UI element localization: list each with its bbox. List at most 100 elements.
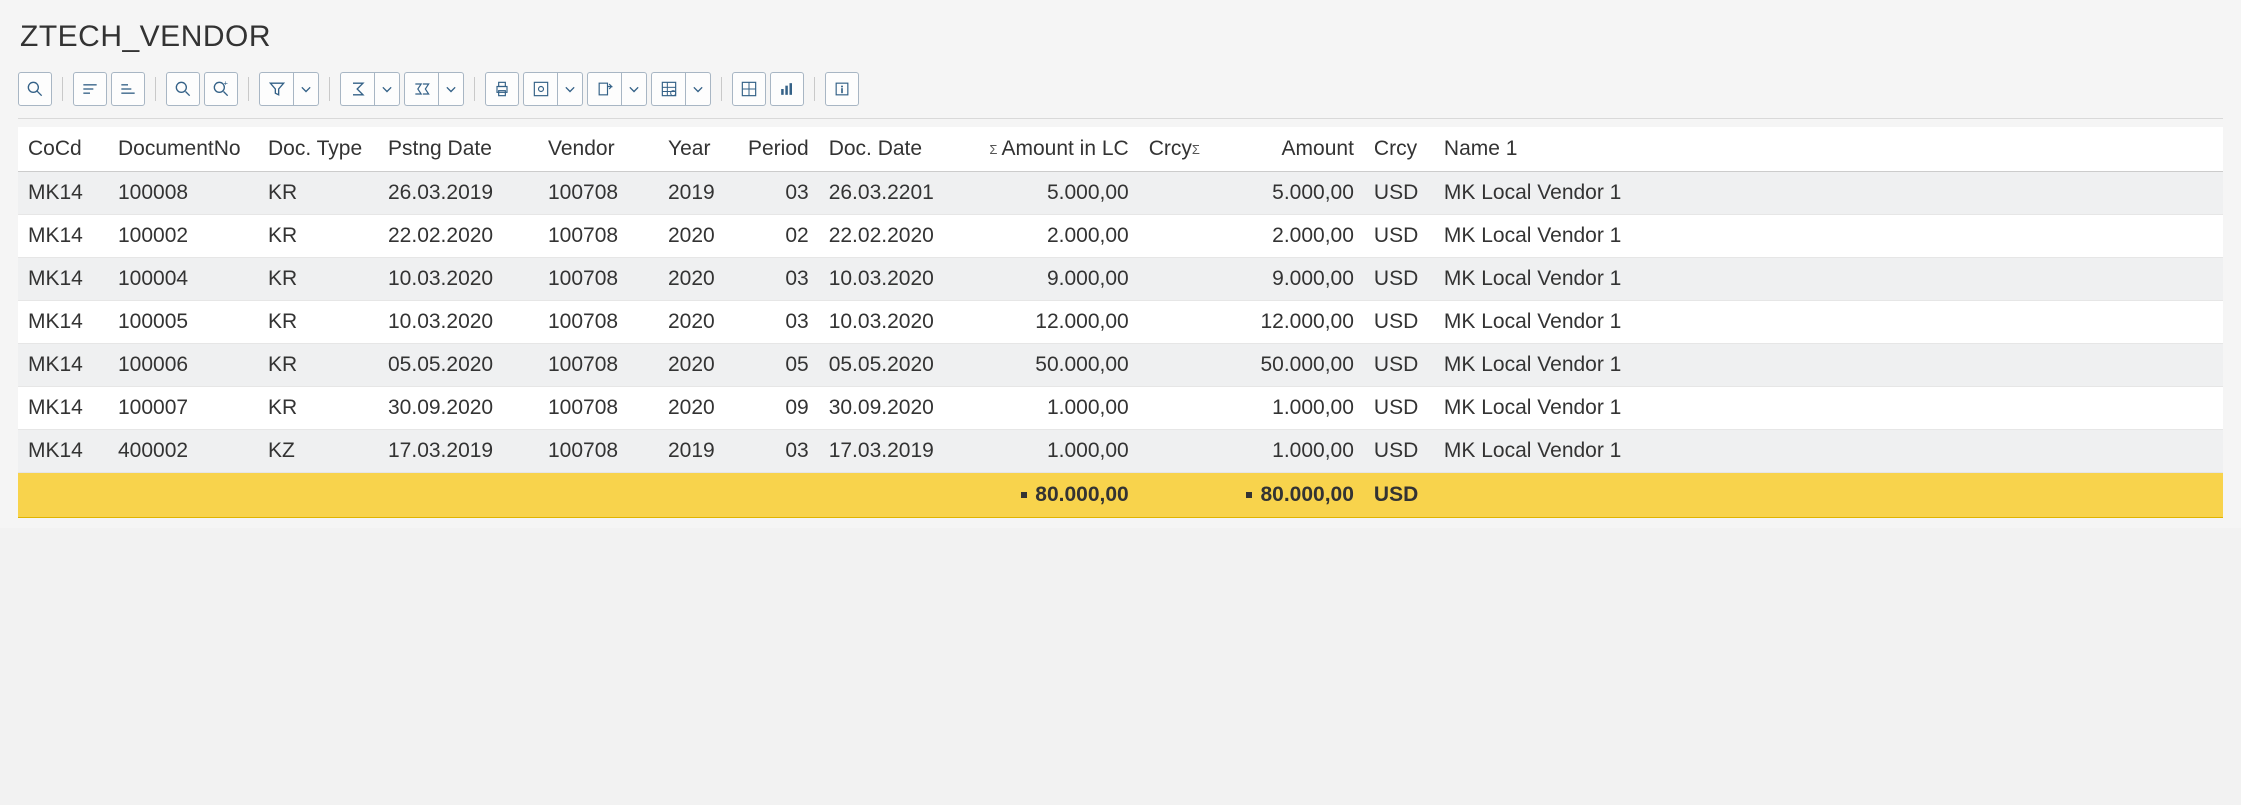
cell-crcy2: USD <box>1364 344 1434 387</box>
total-cell-doctype <box>258 473 378 518</box>
table-row[interactable]: MK14400002KZ17.03.201910070820190317.03.… <box>18 430 2223 473</box>
table-row[interactable]: MK14100008KR26.03.201910070820190326.03.… <box>18 172 2223 215</box>
layout-icon <box>659 79 679 99</box>
cell-period: 03 <box>738 258 819 301</box>
column-header-docdate[interactable]: Doc. Date <box>819 127 969 172</box>
column-header-year[interactable]: Year <box>658 127 738 172</box>
table-row[interactable]: MK14100004KR10.03.202010070820200310.03.… <box>18 258 2223 301</box>
column-header-period[interactable]: Period <box>738 127 819 172</box>
chevron-down-icon <box>560 79 580 99</box>
cell-year: 2020 <box>658 258 738 301</box>
chevron-down-icon <box>688 79 708 99</box>
column-header-pstng[interactable]: Pstng Date <box>378 127 538 172</box>
table-row[interactable]: MK14100006KR05.05.202010070820200505.05.… <box>18 344 2223 387</box>
total-dropdown-button[interactable] <box>374 72 400 106</box>
cell-crcy2: USD <box>1364 430 1434 473</box>
cell-pstng: 22.02.2020 <box>378 215 538 258</box>
cell-pstng: 05.05.2020 <box>378 344 538 387</box>
export-dropdown-button[interactable] <box>621 72 647 106</box>
change-layout-button[interactable] <box>732 72 766 106</box>
cell-crcy1 <box>1139 258 1214 301</box>
views-button[interactable] <box>523 72 557 106</box>
total-button[interactable] <box>340 72 374 106</box>
export-button[interactable] <box>587 72 621 106</box>
cell-docdate: 10.03.2020 <box>819 301 969 344</box>
cell-period: 02 <box>738 215 819 258</box>
subtotal-button[interactable] <box>404 72 438 106</box>
total-cell-year <box>658 473 738 518</box>
chevron-down-icon <box>441 79 461 99</box>
column-header-amt[interactable]: Amount <box>1214 127 1364 172</box>
total-cell-amt: 80.000,00 <box>1214 473 1364 518</box>
page-title: ZTECH_VENDOR <box>20 20 2223 54</box>
cell-docdate: 22.02.2020 <box>819 215 969 258</box>
cell-docno: 100004 <box>108 258 258 301</box>
cell-docno: 100005 <box>108 301 258 344</box>
filter-dropdown-button[interactable] <box>293 72 319 106</box>
column-header-amtlc[interactable]: ΣAmount in LC <box>969 127 1139 172</box>
cell-amtlc: 9.000,00 <box>969 258 1139 301</box>
total-cell-pstng <box>378 473 538 518</box>
toolbar-separator <box>721 77 722 101</box>
cell-pstng: 10.03.2020 <box>378 258 538 301</box>
total-cell-docdate <box>819 473 969 518</box>
cell-name1: MK Local Vendor 1 <box>1434 387 2223 430</box>
bar-chart-icon <box>777 79 797 99</box>
toolbar-separator <box>155 77 156 101</box>
cell-amtlc: 1.000,00 <box>969 387 1139 430</box>
info-icon <box>832 79 852 99</box>
cell-docno: 100008 <box>108 172 258 215</box>
choose-layout-button[interactable] <box>651 72 685 106</box>
cell-vendor: 100708 <box>538 258 658 301</box>
column-header-crcy2[interactable]: Crcy <box>1364 127 1434 172</box>
alv-grid[interactable]: CoCdDocumentNoDoc. TypePstng DateVendorY… <box>18 127 2223 518</box>
header-row: CoCdDocumentNoDoc. TypePstng DateVendorY… <box>18 127 2223 172</box>
column-header-cocd[interactable]: CoCd <box>18 127 108 172</box>
cell-docdate: 17.03.2019 <box>819 430 969 473</box>
cell-name1: MK Local Vendor 1 <box>1434 430 2223 473</box>
subtotal-dropdown-button[interactable] <box>438 72 464 106</box>
info-button[interactable] <box>825 72 859 106</box>
cell-period: 03 <box>738 301 819 344</box>
cell-vendor: 100708 <box>538 387 658 430</box>
cell-docdate: 30.09.2020 <box>819 387 969 430</box>
table-row[interactable]: MK14100007KR30.09.202010070820200930.09.… <box>18 387 2223 430</box>
column-header-vendor[interactable]: Vendor <box>538 127 658 172</box>
choose-layout-dropdown-button[interactable] <box>685 72 711 106</box>
cell-crcy1 <box>1139 387 1214 430</box>
cell-crcy1 <box>1139 430 1214 473</box>
cell-cocd: MK14 <box>18 344 108 387</box>
find-button[interactable] <box>166 72 200 106</box>
cell-vendor: 100708 <box>538 430 658 473</box>
cell-crcy2: USD <box>1364 258 1434 301</box>
cell-name1: MK Local Vendor 1 <box>1434 215 2223 258</box>
table-row[interactable]: MK14100002KR22.02.202010070820200222.02.… <box>18 215 2223 258</box>
display-graphic-button[interactable] <box>770 72 804 106</box>
cell-amt: 1.000,00 <box>1214 430 1364 473</box>
find-next-button[interactable]: + <box>204 72 238 106</box>
column-header-doctype[interactable]: Doc. Type <box>258 127 378 172</box>
cell-amtlc: 50.000,00 <box>969 344 1139 387</box>
sort-asc-button[interactable] <box>73 72 107 106</box>
column-header-docno[interactable]: DocumentNo <box>108 127 258 172</box>
cell-year: 2019 <box>658 430 738 473</box>
print-button[interactable] <box>485 72 519 106</box>
print-icon <box>492 79 512 99</box>
total-cell-docno <box>108 473 258 518</box>
total-cell-name1 <box>1434 473 2223 518</box>
total-cell-period <box>738 473 819 518</box>
cell-crcy2: USD <box>1364 387 1434 430</box>
column-header-name1[interactable]: Name 1 <box>1434 127 2223 172</box>
views-dropdown-button[interactable] <box>557 72 583 106</box>
total-marker-icon <box>1021 492 1027 498</box>
cell-name1: MK Local Vendor 1 <box>1434 172 2223 215</box>
details-button[interactable] <box>18 72 52 106</box>
cell-year: 2020 <box>658 215 738 258</box>
column-header-crcy1[interactable]: CrcyΣ <box>1139 127 1214 172</box>
sort-desc-button[interactable] <box>111 72 145 106</box>
total-cell-crcy2: USD <box>1364 473 1434 518</box>
sigma-icon <box>348 79 368 99</box>
filter-button[interactable] <box>259 72 293 106</box>
preview-icon <box>531 79 551 99</box>
table-row[interactable]: MK14100005KR10.03.202010070820200310.03.… <box>18 301 2223 344</box>
